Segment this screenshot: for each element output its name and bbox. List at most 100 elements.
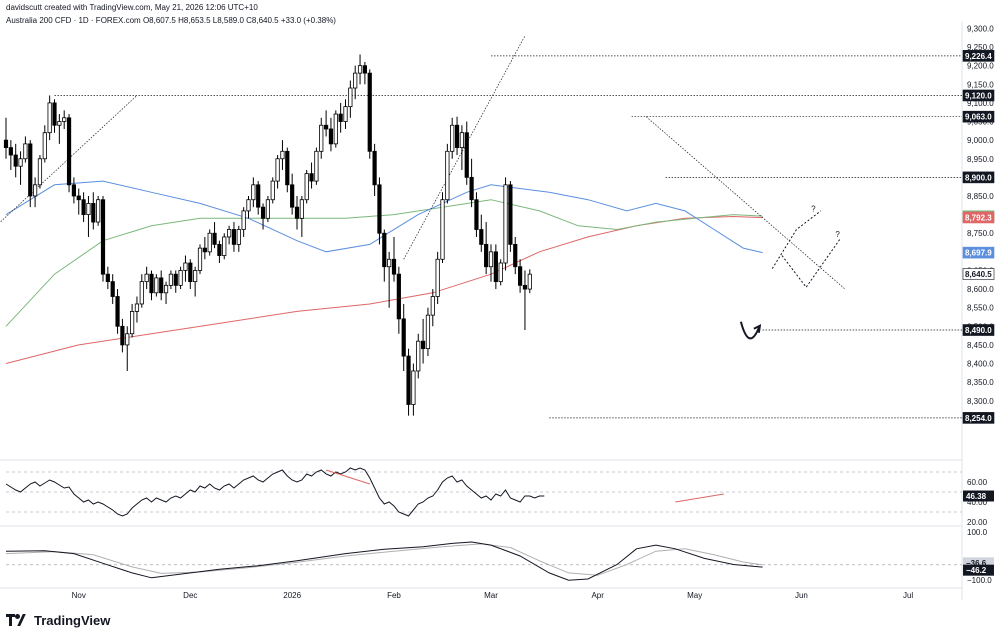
trendline bbox=[645, 116, 846, 290]
price-tick-label: 9,300.0 bbox=[967, 24, 994, 33]
candle-up bbox=[488, 251, 494, 268]
price-label: 9,063.0 bbox=[965, 113, 992, 122]
candle-down bbox=[91, 203, 96, 223]
candle-down bbox=[3, 139, 9, 148]
candle-up bbox=[226, 229, 232, 238]
candle-up bbox=[314, 150, 319, 182]
candle-down bbox=[377, 184, 382, 234]
candle-down bbox=[81, 199, 86, 216]
candle-up bbox=[411, 370, 416, 405]
price-tick-label: 9,150.0 bbox=[967, 80, 994, 89]
candle-up bbox=[18, 158, 23, 167]
candle-up bbox=[348, 87, 353, 108]
candle-down bbox=[290, 184, 295, 208]
candle-up bbox=[319, 124, 324, 152]
candle-up bbox=[42, 132, 47, 160]
price-label-box bbox=[962, 246, 995, 259]
macd-value-label: −46.2 bbox=[966, 566, 987, 575]
price-label: 8,697.9 bbox=[965, 249, 992, 258]
candle-up bbox=[62, 117, 67, 122]
projection-path bbox=[771, 210, 822, 269]
candle-up bbox=[275, 158, 280, 182]
candle-down bbox=[217, 243, 222, 256]
candle-up bbox=[387, 258, 392, 268]
candle-down bbox=[188, 262, 193, 283]
macd-value-label: −36.6 bbox=[966, 559, 987, 568]
price-tick-label: 8,450.0 bbox=[967, 341, 994, 350]
price-label-box bbox=[962, 412, 995, 424]
rsi-trendline bbox=[325, 469, 370, 485]
projection-question-mark: ? bbox=[811, 205, 816, 214]
candle-up bbox=[435, 258, 440, 297]
candle-up bbox=[183, 262, 188, 271]
candle-up bbox=[527, 273, 532, 290]
candle-up bbox=[241, 210, 246, 230]
tradingview-logo-icon bbox=[6, 613, 30, 628]
price-tick-label: 8,850.0 bbox=[967, 192, 994, 201]
candle-up bbox=[236, 229, 241, 245]
candle-down bbox=[309, 173, 314, 182]
candle-up bbox=[125, 333, 130, 346]
candle-down bbox=[420, 340, 426, 350]
candle-up bbox=[168, 273, 173, 286]
candle-down bbox=[508, 184, 513, 245]
price-tick-label: 9,000.0 bbox=[967, 136, 994, 145]
candle-up bbox=[416, 340, 421, 372]
candle-down bbox=[493, 251, 498, 283]
macd-tick-label: −100.0 bbox=[967, 576, 992, 585]
candle-up bbox=[251, 184, 256, 201]
candle-down bbox=[159, 277, 164, 294]
candle-down bbox=[76, 195, 81, 201]
macd-value-box bbox=[963, 557, 994, 569]
candle-down bbox=[115, 296, 120, 327]
price-tick-label: 9,200.0 bbox=[967, 62, 994, 71]
candle-up bbox=[503, 184, 508, 264]
price-label: 8,640.5 bbox=[965, 270, 992, 279]
candle-up bbox=[353, 72, 358, 89]
v-bounce-arrowhead bbox=[753, 324, 762, 333]
candle-down bbox=[474, 199, 479, 230]
candle-down bbox=[522, 284, 528, 290]
rsi-tick-label: 40.00 bbox=[967, 498, 988, 507]
price-label-box bbox=[962, 211, 995, 224]
candle-up bbox=[459, 132, 465, 148]
candle-up bbox=[139, 281, 144, 305]
candle-up bbox=[270, 180, 275, 201]
price-label-box bbox=[962, 268, 995, 280]
candle-down bbox=[367, 72, 372, 152]
macd-line bbox=[5, 541, 763, 581]
candle-up bbox=[304, 173, 309, 201]
tradingview-brand: TradingView bbox=[6, 613, 110, 628]
candle-up bbox=[47, 102, 52, 134]
price-label: 8,254.0 bbox=[965, 414, 992, 423]
candle-down bbox=[149, 273, 154, 294]
candle-up bbox=[154, 277, 159, 294]
candle-down bbox=[401, 318, 406, 357]
candle-down bbox=[469, 176, 474, 201]
rsi-trendline bbox=[675, 493, 724, 503]
candle-up bbox=[265, 199, 271, 219]
brand-name: TradingView bbox=[34, 613, 111, 628]
price-tick-label: 8,550.0 bbox=[967, 304, 994, 313]
candle-up bbox=[37, 158, 43, 186]
price-tick-label: 8,750.0 bbox=[967, 229, 994, 238]
rsi-tick-label: 20.00 bbox=[967, 518, 988, 527]
price-tick-label: 9,100.0 bbox=[967, 99, 994, 108]
macd-tick-label: 100.0 bbox=[967, 528, 988, 537]
projection-question-mark: ? bbox=[835, 230, 840, 239]
candle-down bbox=[13, 154, 18, 167]
v-bounce-mark bbox=[739, 321, 760, 340]
candle-up bbox=[333, 113, 338, 145]
candle-up bbox=[430, 296, 435, 316]
candle-down bbox=[372, 150, 377, 186]
candle-down bbox=[28, 143, 33, 197]
time-tick-label: Dec bbox=[183, 591, 197, 600]
trendline bbox=[403, 35, 526, 260]
instrument-line: Australia 200 CFD · 1D · FOREX.com O8,60… bbox=[6, 16, 336, 25]
candle-up bbox=[207, 232, 212, 253]
candle-down bbox=[173, 273, 178, 286]
price-label-box bbox=[962, 89, 995, 102]
candle-down bbox=[52, 102, 57, 126]
candle-down bbox=[391, 258, 397, 275]
